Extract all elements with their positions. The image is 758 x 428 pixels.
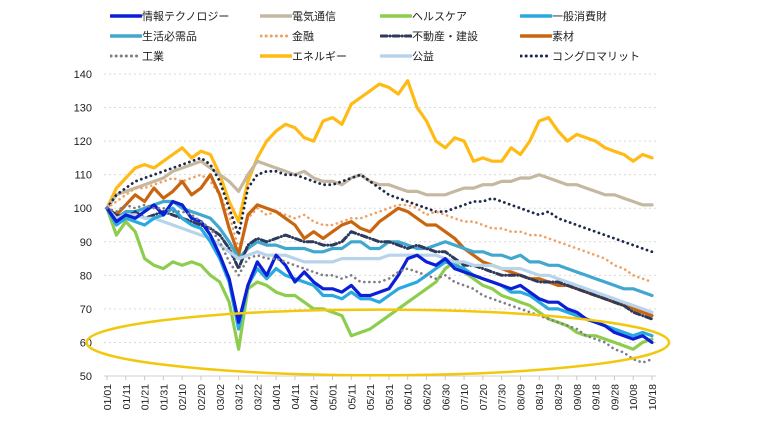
x-tick-label: 01/01 <box>102 384 114 410</box>
legend-item: コングロマリット <box>520 48 640 64</box>
series-line-8 <box>105 203 654 364</box>
legend-item: エネルギー <box>260 48 347 64</box>
x-axis: 01/01 01/11 01/21 01/31 02/10 02/20 03/02 03/12… <box>102 375 659 410</box>
legend-swatch <box>520 54 552 58</box>
x-tick-label: 07/20 <box>478 384 490 410</box>
legend-item: 金融 <box>260 28 314 44</box>
legend-swatch <box>380 14 412 18</box>
legend-label: ヘルスケア <box>412 10 467 23</box>
legend-swatch <box>520 34 552 38</box>
legend-swatch <box>260 14 292 18</box>
legend-item: ヘルスケア <box>380 8 467 24</box>
x-tick-label: 04/21 <box>309 384 321 410</box>
series-line-3 <box>105 206 654 338</box>
y-tick-label: 70 <box>80 304 92 316</box>
series-line-2 <box>105 206 654 351</box>
x-tick-label: 10/18 <box>647 384 659 410</box>
legend-item: 電気通信 <box>260 8 336 24</box>
y-tick-label: 50 <box>80 371 92 383</box>
x-tick-label: 06/30 <box>440 384 452 410</box>
legend-item: 一般消費財 <box>520 8 607 24</box>
legend-label: 素材 <box>552 30 574 43</box>
legend-swatch <box>110 14 142 18</box>
x-tick-label: 01/31 <box>158 384 170 410</box>
legend-swatch <box>110 34 142 38</box>
x-tick-label: 05/21 <box>365 384 377 410</box>
x-tick-label: 09/28 <box>609 384 621 410</box>
x-tick-label: 03/12 <box>234 384 246 410</box>
y-tick-label: 90 <box>80 237 92 249</box>
y-tick-label: 110 <box>74 170 92 182</box>
legend-label: 公益 <box>412 50 434 63</box>
x-tick-label: 08/19 <box>534 384 546 410</box>
x-tick-label: 06/20 <box>421 384 433 410</box>
legend-item: 情報テクノロジー <box>110 8 229 24</box>
y-tick-label: 140 <box>74 69 92 81</box>
x-tick-label: 05/11 <box>346 384 358 410</box>
legend-swatch <box>260 54 292 58</box>
series-line-1 <box>105 159 654 210</box>
legend-item: 生活必需品 <box>110 28 197 44</box>
x-tick-label: 01/11 <box>121 384 133 410</box>
legend-label: 情報テクノロジー <box>142 10 230 23</box>
chart-legend: 情報テクノロジー 電気通信 ヘルスケア 一般消費財生活必需品 金融 不動産・建設 素材工業 エ… <box>110 8 670 68</box>
series-line-9 <box>105 79 654 224</box>
y-tick-label: 130 <box>74 103 92 115</box>
x-tick-label: 06/10 <box>403 384 415 410</box>
x-tick-label: 04/11 <box>290 384 302 410</box>
series-line-5 <box>105 173 654 284</box>
legend-swatch <box>260 34 292 38</box>
y-tick-label: 120 <box>74 136 92 148</box>
legend-swatch <box>380 34 412 38</box>
legend-label: 不動産・建設 <box>412 30 478 43</box>
x-tick-label: 05/01 <box>328 384 340 410</box>
series-line-0 <box>105 199 654 344</box>
x-tick-label: 04/01 <box>271 384 283 410</box>
legend-label: エネルギー <box>292 50 347 63</box>
x-tick-label: 02/20 <box>196 384 208 410</box>
series-line-10 <box>105 206 654 314</box>
x-tick-label: 03/02 <box>215 384 227 410</box>
x-tick-label: 10/08 <box>628 384 640 410</box>
legend-label: 工業 <box>142 50 164 63</box>
series-line-4 <box>105 199 654 298</box>
legend-swatch <box>520 14 552 18</box>
x-tick-label: 02/10 <box>177 384 189 410</box>
x-tick-label: 07/30 <box>497 384 509 410</box>
x-tick-label: 09/08 <box>572 384 584 410</box>
legend-item: 不動産・建設 <box>380 28 478 44</box>
y-tick-label: 100 <box>74 203 92 215</box>
legend-label: 金融 <box>292 30 314 43</box>
legend-item: 素材 <box>520 28 574 44</box>
x-tick-label: 08/29 <box>553 384 565 410</box>
annotations <box>85 308 671 377</box>
series-line-7 <box>105 173 654 318</box>
x-tick-label: 05/31 <box>384 384 396 410</box>
legend-label: 一般消費財 <box>552 10 607 23</box>
legend-item: 公益 <box>380 48 434 64</box>
y-tick-label: 80 <box>80 270 92 282</box>
series-line-6 <box>105 206 654 321</box>
series-lines <box>105 79 654 364</box>
legend-swatch <box>110 54 142 58</box>
x-tick-label: 03/22 <box>252 384 264 410</box>
highlight-ellipse <box>85 308 671 377</box>
legend-label: 生活必需品 <box>142 30 197 43</box>
legend-swatch <box>380 54 412 58</box>
x-tick-label: 09/18 <box>591 384 603 410</box>
legend-item: 工業 <box>110 48 164 64</box>
series-line-11 <box>105 156 654 254</box>
x-tick-label: 01/21 <box>140 384 152 410</box>
legend-label: コングロマリット <box>552 50 640 63</box>
legend-label: 電気通信 <box>292 10 336 23</box>
x-tick-label: 07/10 <box>459 384 471 410</box>
x-tick-label: 08/09 <box>515 384 527 410</box>
